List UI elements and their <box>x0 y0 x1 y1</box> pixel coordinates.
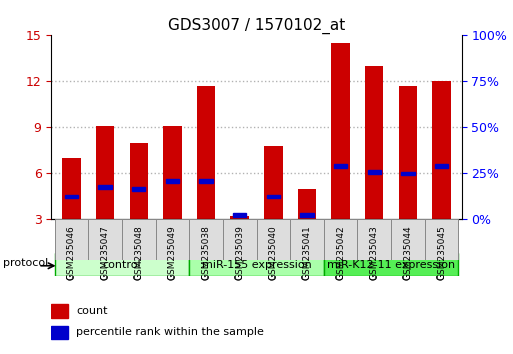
Bar <box>230 216 249 219</box>
Text: GSM235048: GSM235048 <box>134 225 143 280</box>
Bar <box>401 172 415 175</box>
Text: GSM235039: GSM235039 <box>235 225 244 280</box>
Bar <box>51 326 68 339</box>
Bar <box>367 170 381 174</box>
Bar <box>189 253 324 276</box>
Bar <box>256 219 290 260</box>
Text: GSM235041: GSM235041 <box>303 225 311 280</box>
Text: GSM235043: GSM235043 <box>369 221 379 280</box>
Bar <box>324 219 358 260</box>
Bar <box>55 219 88 260</box>
Text: GSM235049: GSM235049 <box>168 225 177 280</box>
Bar <box>200 179 213 183</box>
Text: count: count <box>76 306 107 316</box>
Text: GSM235039: GSM235039 <box>234 221 245 280</box>
Text: GSM235042: GSM235042 <box>336 221 346 280</box>
Text: GSM235045: GSM235045 <box>437 225 446 280</box>
Text: miR-155 expression: miR-155 expression <box>202 259 311 270</box>
Bar <box>65 195 78 198</box>
Text: GSM235040: GSM235040 <box>268 221 279 280</box>
Bar <box>155 219 189 260</box>
Text: percentile rank within the sample: percentile rank within the sample <box>76 327 264 337</box>
Bar <box>163 126 182 219</box>
Bar <box>132 187 146 191</box>
Text: GSM235042: GSM235042 <box>336 225 345 280</box>
Bar <box>391 219 425 260</box>
Text: GSM235040: GSM235040 <box>269 225 278 280</box>
Text: GSM235046: GSM235046 <box>67 221 76 280</box>
Bar <box>62 158 81 219</box>
Bar <box>399 86 417 219</box>
Bar <box>334 164 347 168</box>
Bar <box>55 253 189 276</box>
Bar <box>358 219 391 260</box>
Bar <box>223 219 256 260</box>
Bar <box>122 219 155 260</box>
Text: GSM235044: GSM235044 <box>403 225 412 280</box>
Text: GSM235046: GSM235046 <box>67 225 76 280</box>
Text: protocol: protocol <box>3 258 48 268</box>
Bar <box>290 219 324 260</box>
Bar <box>88 219 122 260</box>
Bar <box>365 66 384 219</box>
Bar <box>233 213 246 217</box>
Text: control: control <box>103 259 141 270</box>
Text: GSM235038: GSM235038 <box>202 225 210 280</box>
Bar <box>96 126 114 219</box>
Bar <box>425 219 458 260</box>
Bar <box>300 213 313 217</box>
Bar <box>51 304 68 318</box>
Text: GSM235047: GSM235047 <box>101 225 110 280</box>
Text: GSM235047: GSM235047 <box>100 221 110 280</box>
Text: GSM235048: GSM235048 <box>134 221 144 280</box>
Bar <box>435 164 448 168</box>
Bar <box>264 146 283 219</box>
Bar <box>432 81 451 219</box>
Bar <box>98 185 112 189</box>
Text: GSM235049: GSM235049 <box>167 221 177 280</box>
Bar <box>331 43 350 219</box>
Bar <box>197 86 215 219</box>
Bar <box>129 143 148 219</box>
Text: GSM235045: GSM235045 <box>437 221 446 280</box>
Bar <box>166 179 179 183</box>
Text: GSM235044: GSM235044 <box>403 221 413 280</box>
Bar <box>267 195 280 198</box>
Text: GSM235043: GSM235043 <box>370 225 379 280</box>
Bar <box>189 219 223 260</box>
Bar <box>298 189 316 219</box>
Text: GSM235038: GSM235038 <box>201 221 211 280</box>
Text: miR-K12-11 expression: miR-K12-11 expression <box>327 259 455 270</box>
Title: GDS3007 / 1570102_at: GDS3007 / 1570102_at <box>168 18 345 34</box>
Text: GSM235041: GSM235041 <box>302 221 312 280</box>
Bar <box>324 253 458 276</box>
